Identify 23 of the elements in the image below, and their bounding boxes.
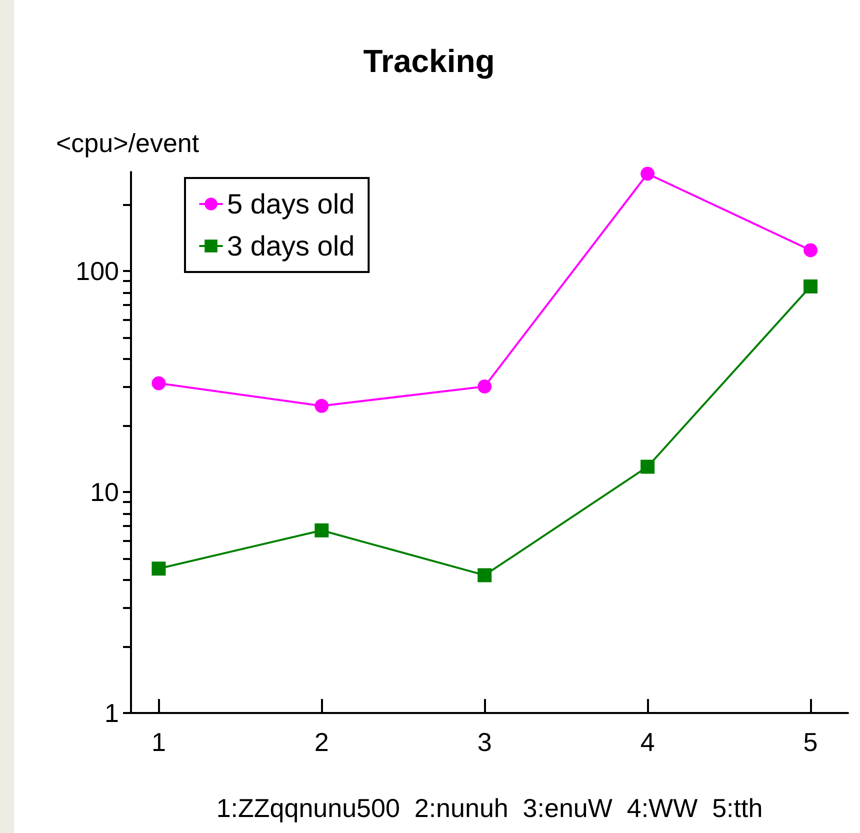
point <box>640 166 655 181</box>
point <box>152 376 166 390</box>
point <box>478 568 492 582</box>
point <box>640 460 655 474</box>
legend-label: 5 days old <box>227 188 355 220</box>
point <box>152 562 166 576</box>
x-tick-label: 5 <box>803 727 818 757</box>
x-tick-label: 4 <box>640 727 655 757</box>
y-tick-label: 100 <box>76 256 119 286</box>
x-tick-label: 1 <box>151 727 166 757</box>
y-tick-label: 10 <box>90 476 119 507</box>
x-tick-label: 2 <box>314 727 329 757</box>
x-axis-title: 1:ZZqqnunu500 2:nunuh 3:enuW 4:WW 5:tth <box>216 793 763 823</box>
x-tick-label: 3 <box>477 727 492 757</box>
chart-title: Tracking <box>363 43 495 79</box>
point <box>314 398 329 413</box>
point <box>314 523 329 538</box>
y-axis-title: <cpu>/event <box>56 128 200 158</box>
point <box>804 279 818 294</box>
y-tick-label: 1 <box>104 698 119 728</box>
legend-label: 3 days old <box>227 230 355 262</box>
point <box>804 243 818 258</box>
point <box>478 379 492 394</box>
